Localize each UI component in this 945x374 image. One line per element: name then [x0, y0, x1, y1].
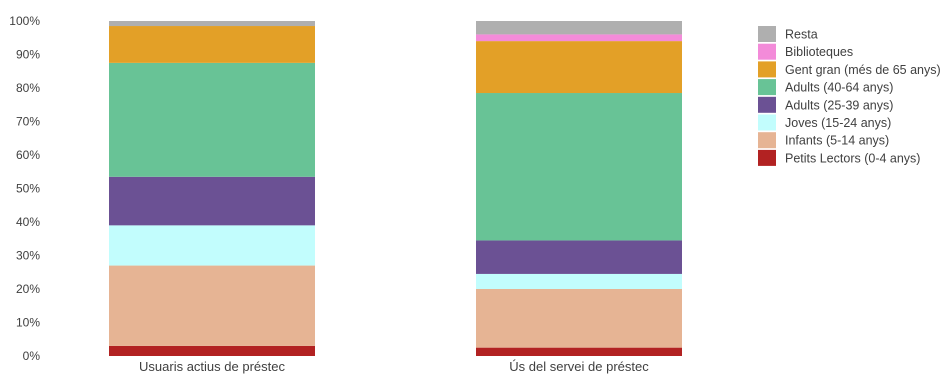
- y-tick-label-30: 30%: [16, 249, 40, 263]
- bar-segment-0-4: [109, 62, 315, 177]
- bar-segment-0-2: [109, 225, 315, 266]
- legend-label-5: Gent gran (més de 65 anys): [785, 63, 941, 77]
- legend-label-4: Adults (40-64 anys): [785, 81, 893, 95]
- bar-segment-1-3: [476, 240, 682, 274]
- bar-segment-1-5: [476, 41, 682, 94]
- y-tick-label-50: 50%: [16, 182, 40, 196]
- bar-segment-0-7: [109, 21, 315, 27]
- legend-label-6: Biblioteques: [785, 45, 853, 59]
- legend-label-3: Adults (25-39 anys): [785, 98, 893, 112]
- legend-label-2: Joves (15-24 anys): [785, 116, 891, 130]
- y-tick-label-80: 80%: [16, 81, 40, 95]
- bar-segment-1-7: [476, 21, 682, 35]
- y-tick-label-40: 40%: [16, 215, 40, 229]
- category-label-1: Ús del servei de préstec: [509, 359, 649, 374]
- bar-segment-1-2: [476, 273, 682, 289]
- bar-segment-1-6: [476, 34, 682, 42]
- legend-swatch-6: [758, 43, 776, 60]
- bar-segment-0-1: [109, 265, 315, 346]
- legend-swatch-1: [758, 132, 776, 149]
- legend-label-1: Infants (5-14 anys): [785, 134, 889, 148]
- bar-group-0: [109, 21, 315, 356]
- category-labels: Usuaris actius de préstec Ús del servei d…: [139, 359, 649, 374]
- y-tick-label-60: 60%: [16, 148, 40, 162]
- y-tick-label-70: 70%: [16, 115, 40, 129]
- legend-label-7: Resta: [785, 28, 818, 42]
- bar-segment-1-1: [476, 289, 682, 348]
- legend-swatch-2: [758, 114, 776, 131]
- bar-segment-0-5: [109, 26, 315, 63]
- y-tick-label-20: 20%: [16, 282, 40, 296]
- legend-swatch-3: [758, 96, 776, 113]
- bar-group-1: [476, 21, 682, 356]
- bar-segment-0-0: [109, 345, 315, 356]
- legend-label-0: Petits Lectors (0-4 anys): [785, 151, 920, 165]
- bar-segment-0-3: [109, 176, 315, 226]
- category-label-0: Usuaris actius de préstec: [139, 359, 285, 374]
- legend-swatch-4: [758, 79, 776, 96]
- y-tick-label-90: 90%: [16, 48, 40, 62]
- legend-swatch-5: [758, 61, 776, 78]
- y-tick-label-0: 0%: [23, 349, 41, 363]
- legend-swatch-0: [758, 149, 776, 166]
- y-tick-label-100: 100%: [9, 14, 40, 28]
- bar-segment-1-0: [476, 347, 682, 356]
- bars: [109, 21, 682, 356]
- y-tick-label-10: 10%: [16, 316, 40, 330]
- legend: Resta Biblioteques Gent gran (més de 65 an…: [758, 26, 941, 166]
- y-axis: 0% 10% 20% 30% 40% 50% 60% 70% 80% 90% 100%: [9, 14, 40, 363]
- bar-segment-1-4: [476, 93, 682, 241]
- legend-swatch-7: [758, 26, 776, 42]
